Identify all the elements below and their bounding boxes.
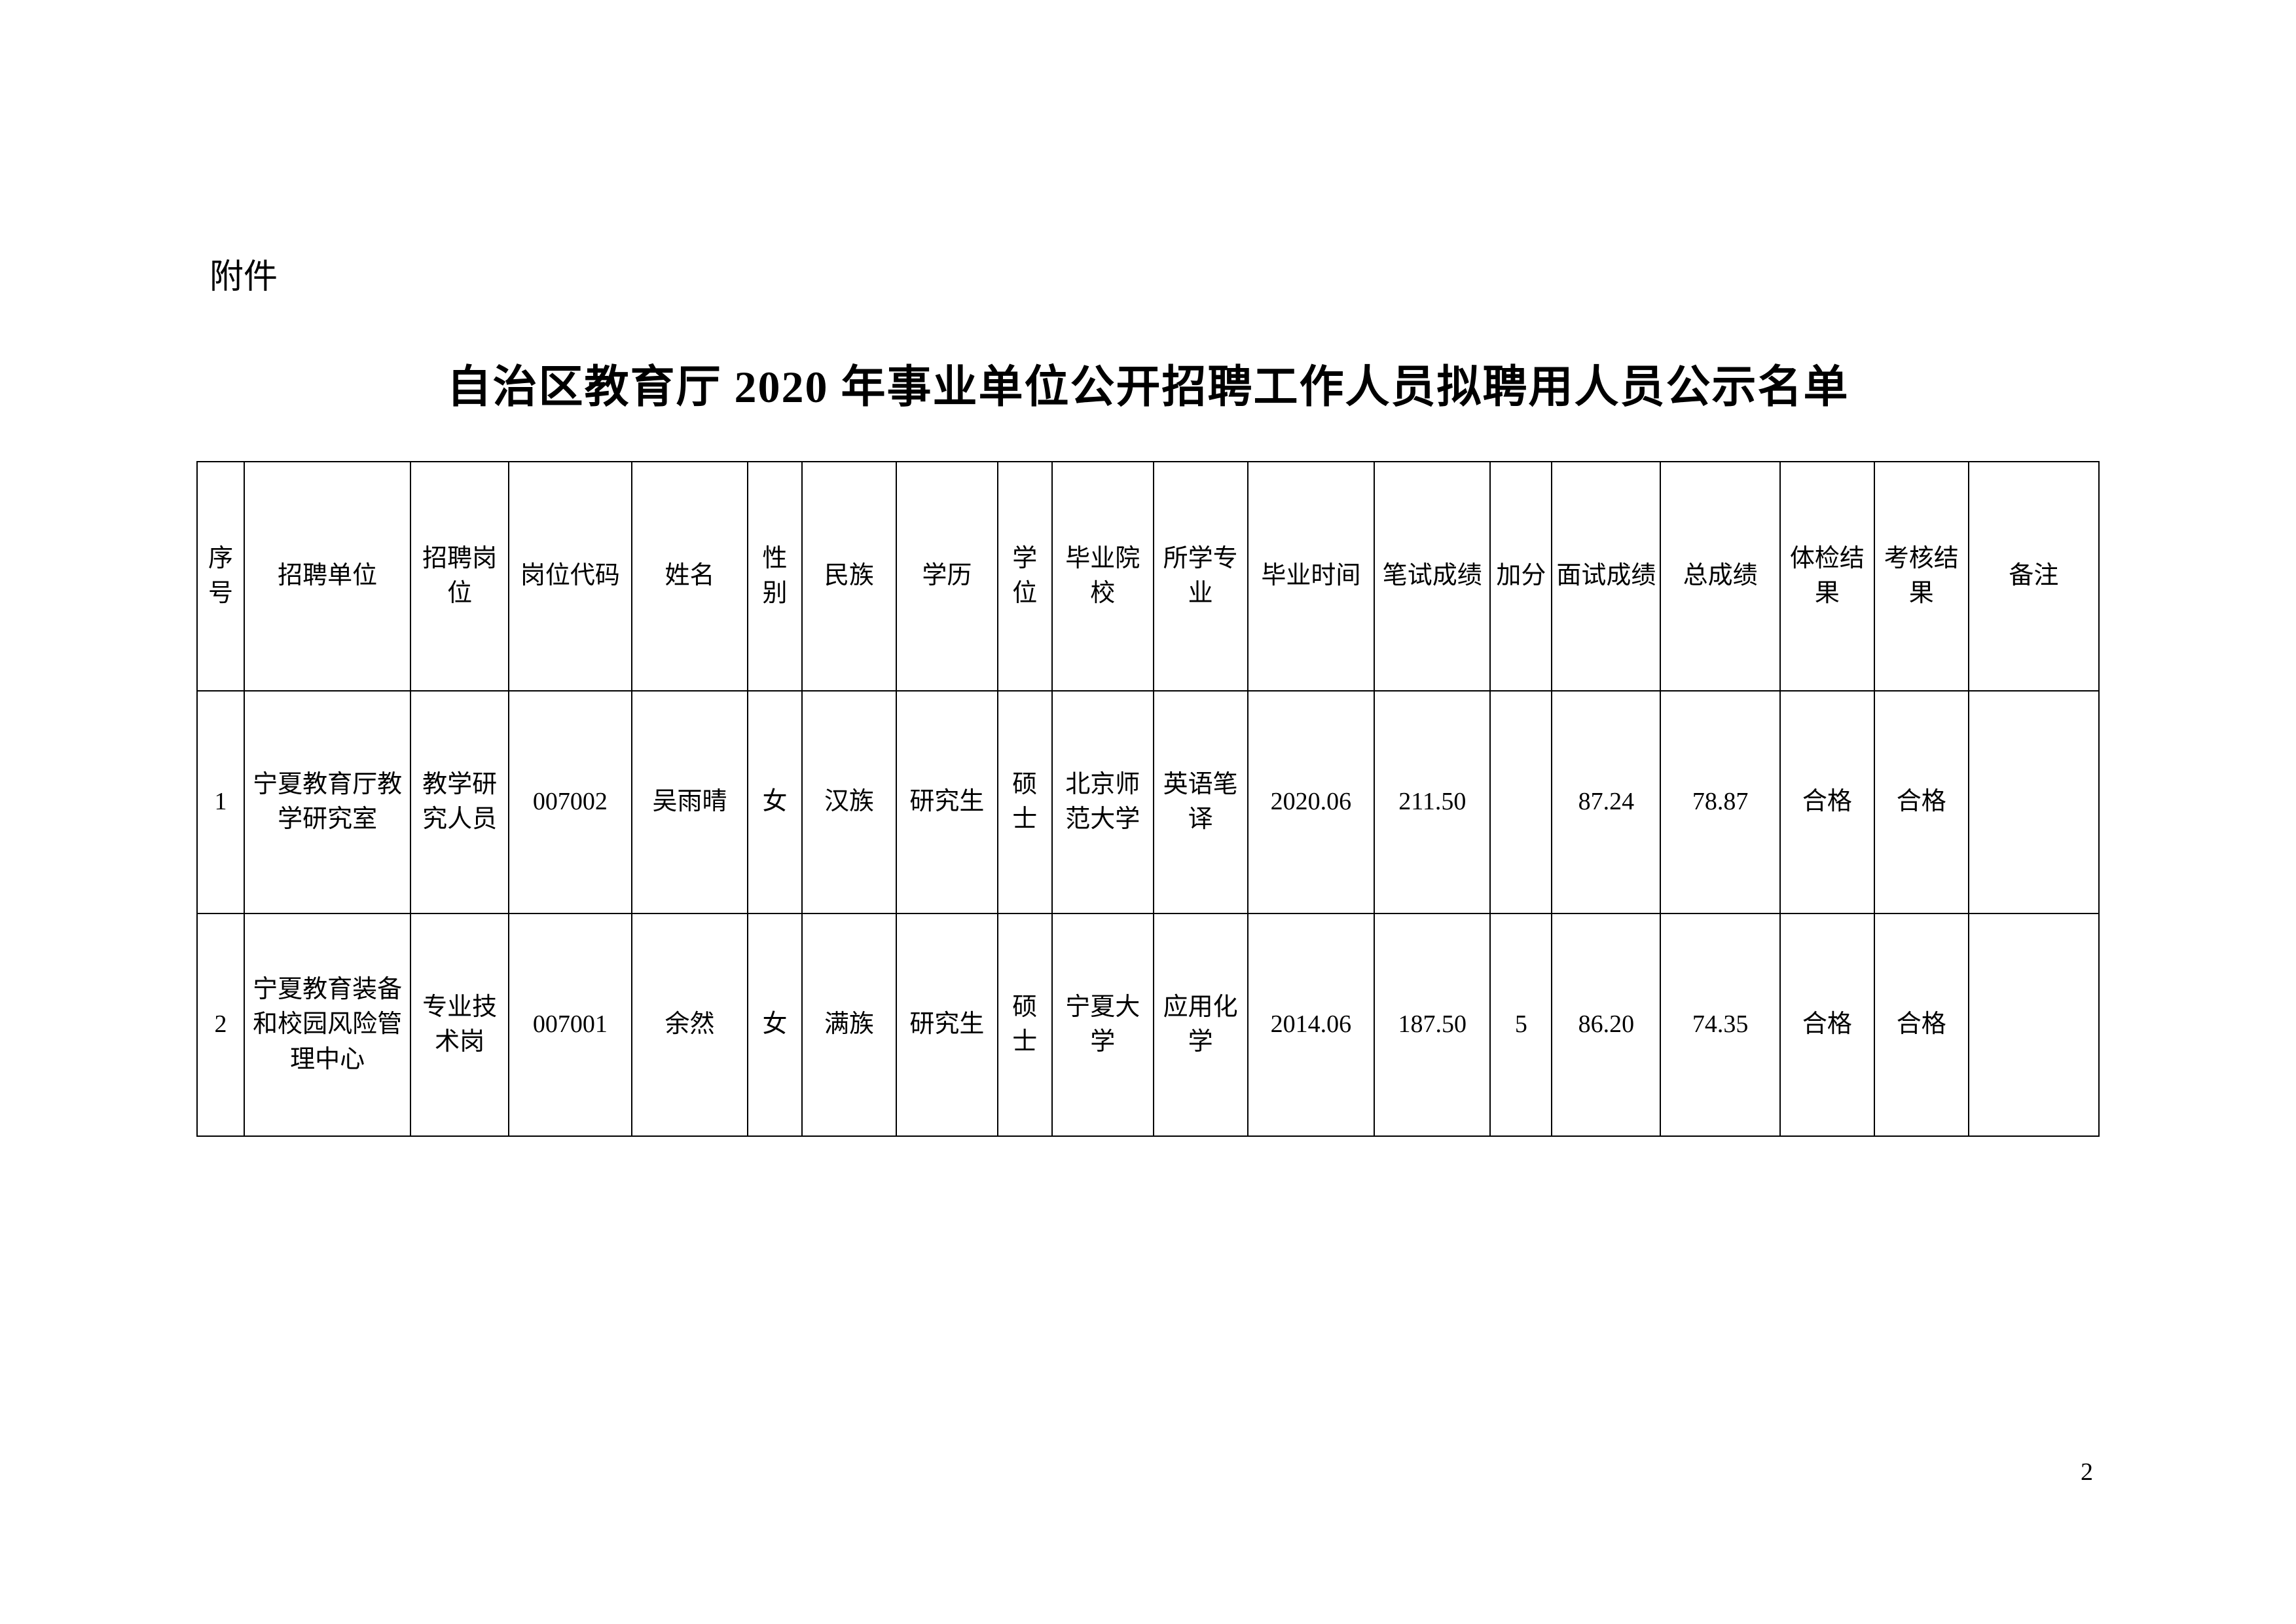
col-header-unit: 招聘单位	[244, 462, 411, 691]
cell-gradtime: 2020.06	[1248, 691, 1375, 913]
cell-degree: 硕士	[998, 913, 1052, 1136]
cell-assess: 合格	[1874, 913, 1969, 1136]
document-page: 附件 自治区教育厅 2020 年事业单位公开招聘工作人员拟聘用人员公示名单	[0, 0, 2296, 1137]
table-header-row: 序号 招聘单位 招聘岗位 岗位代码 姓名 性别 民族 学历 学位 毕业院校 所学…	[197, 462, 2099, 691]
cell-school: 北京师范大学	[1052, 691, 1154, 913]
cell-ethnic: 满族	[802, 913, 896, 1136]
table-row: 1 宁夏教育厅教学研究室 教学研究人员 007002 吴雨晴 女 汉族 研究生 …	[197, 691, 2099, 913]
col-header-education: 学历	[896, 462, 998, 691]
cell-code: 007001	[509, 913, 632, 1136]
cell-major: 英语笔译	[1154, 691, 1248, 913]
col-header-gender: 性别	[748, 462, 802, 691]
col-header-total: 总成绩	[1660, 462, 1780, 691]
col-header-seq: 序号	[197, 462, 244, 691]
cell-unit: 宁夏教育厅教学研究室	[244, 691, 411, 913]
cell-degree: 硕士	[998, 691, 1052, 913]
col-header-physical: 体检结果	[1780, 462, 1874, 691]
col-header-position: 招聘岗位	[410, 462, 508, 691]
cell-ethnic: 汉族	[802, 691, 896, 913]
cell-name: 吴雨晴	[632, 691, 748, 913]
cell-unit: 宁夏教育装备和校园风险管理中心	[244, 913, 411, 1136]
cell-gradtime: 2014.06	[1248, 913, 1375, 1136]
page-number: 2	[2081, 1458, 2093, 1486]
cell-written: 187.50	[1374, 913, 1490, 1136]
col-header-assess: 考核结果	[1874, 462, 1969, 691]
cell-major: 应用化学	[1154, 913, 1248, 1136]
cell-assess: 合格	[1874, 691, 1969, 913]
cell-education: 研究生	[896, 913, 998, 1136]
roster-table: 序号 招聘单位 招聘岗位 岗位代码 姓名 性别 民族 学历 学位 毕业院校 所学…	[196, 461, 2100, 1137]
col-header-major: 所学专业	[1154, 462, 1248, 691]
cell-school: 宁夏大学	[1052, 913, 1154, 1136]
col-header-name: 姓名	[632, 462, 748, 691]
col-header-school: 毕业院校	[1052, 462, 1154, 691]
document-title: 自治区教育厅 2020 年事业单位公开招聘工作人员拟聘用人员公示名单	[196, 350, 2100, 415]
attachment-label: 附件	[210, 249, 2100, 298]
cell-seq: 1	[197, 691, 244, 913]
cell-bonus: 5	[1490, 913, 1552, 1136]
cell-interview: 86.20	[1552, 913, 1660, 1136]
cell-total: 78.87	[1660, 691, 1780, 913]
cell-position: 专业技术岗	[410, 913, 508, 1136]
cell-remark	[1969, 913, 2099, 1136]
cell-gender: 女	[748, 913, 802, 1136]
cell-code: 007002	[509, 691, 632, 913]
col-header-degree: 学位	[998, 462, 1052, 691]
cell-bonus	[1490, 691, 1552, 913]
cell-seq: 2	[197, 913, 244, 1136]
cell-written: 211.50	[1374, 691, 1490, 913]
col-header-gradtime: 毕业时间	[1248, 462, 1375, 691]
cell-position: 教学研究人员	[410, 691, 508, 913]
cell-name: 余然	[632, 913, 748, 1136]
cell-total: 74.35	[1660, 913, 1780, 1136]
cell-interview: 87.24	[1552, 691, 1660, 913]
col-header-bonus: 加分	[1490, 462, 1552, 691]
col-header-code: 岗位代码	[509, 462, 632, 691]
col-header-ethnic: 民族	[802, 462, 896, 691]
col-header-remark: 备注	[1969, 462, 2099, 691]
table-row: 2 宁夏教育装备和校园风险管理中心 专业技术岗 007001 余然 女 满族 研…	[197, 913, 2099, 1136]
cell-education: 研究生	[896, 691, 998, 913]
cell-physical: 合格	[1780, 691, 1874, 913]
col-header-interview: 面试成绩	[1552, 462, 1660, 691]
col-header-written: 笔试成绩	[1374, 462, 1490, 691]
cell-remark	[1969, 691, 2099, 913]
cell-physical: 合格	[1780, 913, 1874, 1136]
cell-gender: 女	[748, 691, 802, 913]
